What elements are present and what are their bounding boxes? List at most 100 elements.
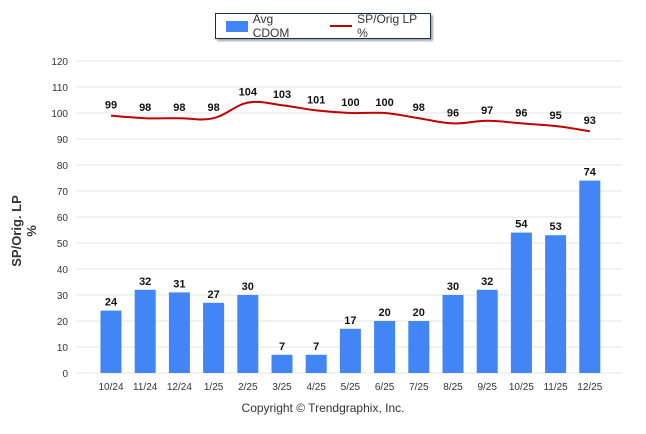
line-point xyxy=(452,122,455,125)
x-tick-label: 11/24 xyxy=(133,382,158,393)
gridlines xyxy=(76,60,622,374)
x-tick-label: 1/25 xyxy=(204,382,224,393)
bar-data-label: 53 xyxy=(549,221,561,233)
line-point xyxy=(144,117,147,120)
line-point xyxy=(110,114,113,117)
line-data-label: 98 xyxy=(139,102,151,114)
line-point xyxy=(486,119,489,122)
bar xyxy=(579,180,601,373)
line-data-label: 97 xyxy=(481,105,493,117)
y-tick-label: 20 xyxy=(57,317,69,328)
x-tick-label: 10/25 xyxy=(509,382,534,393)
line-point xyxy=(212,117,215,120)
bar-data-label: 7 xyxy=(279,341,285,353)
x-tick-label: 4/25 xyxy=(306,382,326,393)
line-swatch-icon xyxy=(330,25,353,27)
bar xyxy=(339,328,361,373)
line-data-label: 98 xyxy=(413,102,425,114)
line-point xyxy=(520,122,523,125)
legend-bar-label: Avg CDOM xyxy=(252,12,290,40)
line-data-label: 103 xyxy=(273,89,291,101)
legend-line-label: SP/Orig LP % xyxy=(357,12,417,40)
line-point xyxy=(588,130,591,133)
line-path xyxy=(110,100,590,133)
line-data-label: 93 xyxy=(584,115,596,127)
bar-series xyxy=(100,180,601,373)
legend-item-line[interactable]: SP/Orig LP % xyxy=(330,12,430,40)
bar xyxy=(545,235,567,373)
bar-data-label: 74 xyxy=(584,167,597,179)
y-tick-label: 70 xyxy=(57,187,69,198)
line-point xyxy=(554,125,557,128)
legend-item-bar[interactable]: Avg CDOM xyxy=(226,12,312,40)
bar-data-label: 31 xyxy=(173,278,185,290)
line-point xyxy=(281,104,284,107)
x-tick-label: 2/25 xyxy=(238,382,258,393)
line-data-label: 96 xyxy=(447,107,459,119)
bar xyxy=(374,321,396,373)
y-tick-label: 30 xyxy=(57,291,69,302)
bar xyxy=(510,232,532,373)
bar-data-label: 32 xyxy=(481,276,493,288)
line-point xyxy=(383,112,386,115)
line-data-label: 98 xyxy=(207,102,219,114)
line-data-label: 96 xyxy=(515,107,527,119)
bar xyxy=(305,354,327,373)
bar xyxy=(476,289,498,373)
line-point xyxy=(178,117,181,120)
bar xyxy=(408,321,430,373)
bar-data-label: 30 xyxy=(447,281,459,293)
bar-data-label: 24 xyxy=(105,297,118,309)
x-tick-label: 7/25 xyxy=(409,382,429,393)
line-data-label: 95 xyxy=(549,110,561,122)
copyright-text: Copyright © Trendgraphix, Inc. xyxy=(241,401,405,415)
line-point xyxy=(246,101,249,104)
line-series xyxy=(110,100,591,133)
bar-swatch-icon xyxy=(226,20,248,32)
y-tick-label: 60 xyxy=(57,213,69,224)
y-tick-label: 110 xyxy=(52,83,68,94)
bar-data-label: 32 xyxy=(139,276,151,288)
x-tick-label: 11/25 xyxy=(543,382,568,393)
x-axis-ticks: 10/24 11/24 12/24 1/25 2/25 3/25 4/25 5/25 6/25 7… xyxy=(98,382,602,393)
bar-data-label: 17 xyxy=(344,315,356,327)
bar-data-label: 20 xyxy=(413,307,425,319)
line-data-label: 99 xyxy=(105,100,117,112)
bar xyxy=(442,295,464,373)
x-tick-label: 3/25 xyxy=(272,382,292,393)
y-tick-label: 80 xyxy=(57,161,69,172)
y-tick-label: 100 xyxy=(51,109,68,120)
y-tick-label: 40 xyxy=(57,265,69,276)
bar-data-label: 7 xyxy=(313,341,319,353)
bar xyxy=(271,354,293,373)
y-tick-label: 90 xyxy=(57,135,69,146)
line-data-label: 101 xyxy=(307,94,325,106)
line-point xyxy=(417,117,420,120)
y-axis-ticks: 0 10 20 30 40 50 60 70 80 90 100 110 120 xyxy=(51,57,68,380)
y-tick-label: 120 xyxy=(51,57,68,68)
x-tick-label: 12/25 xyxy=(577,382,602,393)
bar-data-label: 27 xyxy=(207,289,219,301)
y-axis-label: SP/Orig. LP % xyxy=(9,195,39,267)
bar-data-label: 30 xyxy=(242,281,254,293)
x-tick-label: 6/25 xyxy=(375,382,395,393)
x-tick-label: 10/24 xyxy=(98,382,123,393)
legend: Avg CDOM SP/Orig LP % xyxy=(215,12,431,40)
x-tick-label: 8/25 xyxy=(443,382,463,393)
line-point xyxy=(315,109,318,112)
line-data-label: 100 xyxy=(341,97,359,109)
y-tick-label: 10 xyxy=(57,343,69,354)
x-tick-label: 5/25 xyxy=(341,382,361,393)
bar xyxy=(168,292,190,373)
line-data-label: 100 xyxy=(375,97,393,109)
x-tick-label: 12/24 xyxy=(167,382,192,393)
y-tick-label: 0 xyxy=(62,369,68,380)
bar-data-label: 20 xyxy=(378,307,390,319)
line-data-label: 104 xyxy=(239,87,258,99)
y-tick-label: 50 xyxy=(57,239,69,250)
bar-data-label: 54 xyxy=(515,219,528,231)
bar xyxy=(203,302,225,373)
x-tick-label: 9/25 xyxy=(477,382,497,393)
line-data-label: 98 xyxy=(173,102,185,114)
